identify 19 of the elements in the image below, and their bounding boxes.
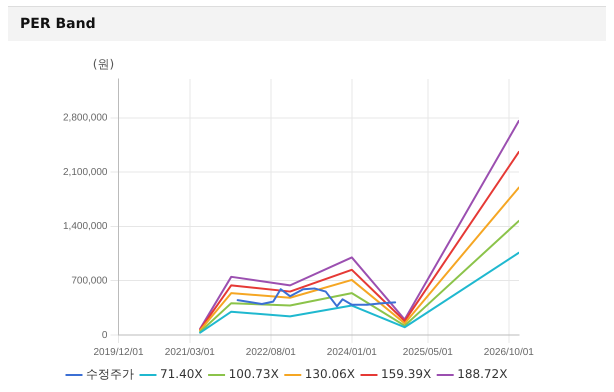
x-tick-label: 2022/08/01 [246,346,296,358]
y-tick-label: 1,400,000 [62,221,108,232]
y-tick-label: 0 [102,330,108,341]
x-tick-label: 2021/03/01 [164,346,216,358]
y-tick-label: 700,000 [71,275,108,286]
chart-title: PER Band [8,6,606,41]
legend-label: 100.73X [228,367,279,382]
y-tick-label: 2,800,000 [62,112,108,124]
legend-label: 130.06X [304,367,355,382]
x-tick-label: 2024/01/01 [326,346,378,358]
y-axis-title: (원) [92,57,114,72]
legend-label: 188.72X [457,367,508,382]
legend-label: 수정주가 [86,367,134,382]
y-tick-label: 2,100,000 [62,166,108,178]
x-tick-label: 2026/10/01 [484,346,534,358]
legend-label: 71.40X [160,367,203,382]
legend-label: 159.39X [380,367,432,382]
x-tick-label: 2019/12/01 [93,346,144,358]
x-tick-label: 2025/05/01 [402,346,454,358]
